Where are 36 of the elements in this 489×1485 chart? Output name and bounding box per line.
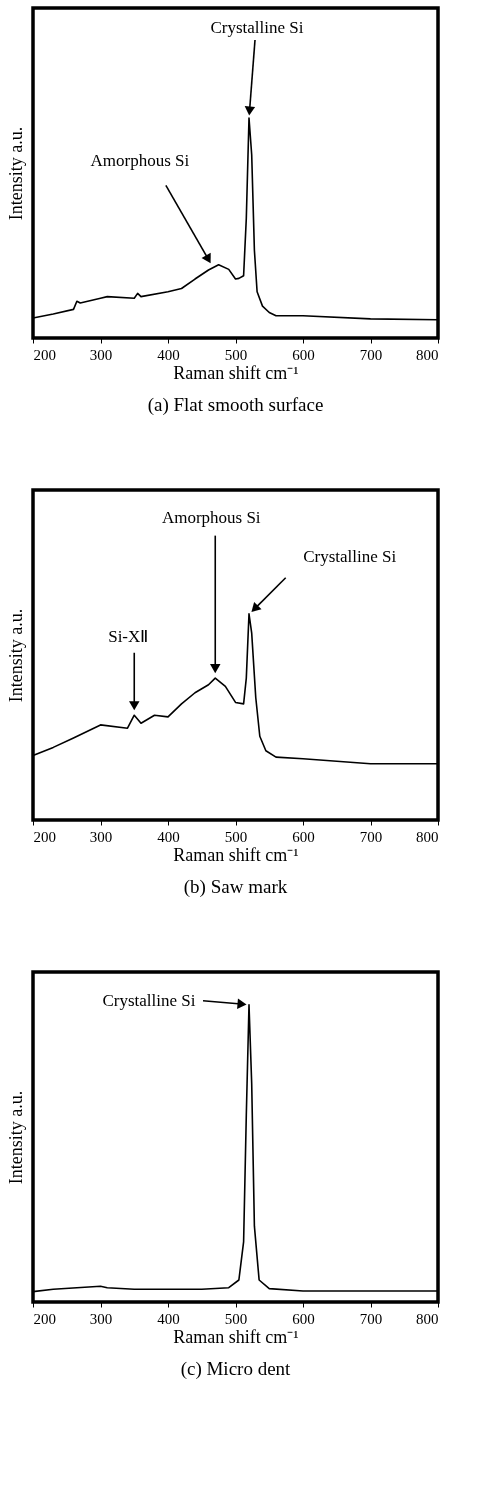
annotation: Si-XⅡ xyxy=(108,626,149,646)
x-tick-label: 500 xyxy=(224,346,248,363)
text: (a) Flat smooth surface xyxy=(147,394,324,416)
x-tick-label: 200 xyxy=(33,828,56,845)
x-tick-label: 700 xyxy=(359,346,383,363)
x-tick-label: 700 xyxy=(359,828,383,845)
x-tick-label: 500 xyxy=(224,828,248,845)
x-tick-label: 600 xyxy=(292,828,315,845)
x-tick-label: 500 xyxy=(224,1310,248,1327)
x-tick-label: 300 xyxy=(89,828,113,845)
x-tick-label: 200 xyxy=(33,346,56,363)
x-tick-label: 200 xyxy=(33,1310,56,1327)
x-tick-label: 600 xyxy=(292,346,315,363)
x-tick-label: 400 xyxy=(157,1310,180,1327)
y-axis-title: Intensity a.u. xyxy=(5,126,26,221)
x-tick-label: 800 xyxy=(416,346,439,363)
annotation: Amorphous Si xyxy=(90,151,190,171)
x-axis-title: Raman shift cm⁻¹ xyxy=(173,362,299,383)
text: (c) Micro dent xyxy=(180,1358,292,1380)
x-tick-label: 300 xyxy=(89,1310,113,1327)
x-tick-label: 400 xyxy=(157,346,180,363)
x-tick-label: 400 xyxy=(157,828,180,845)
annotation: Crystalline Si xyxy=(102,990,196,1010)
y-axis-title: Intensity a.u. xyxy=(5,608,26,703)
x-tick-label: 800 xyxy=(416,1310,439,1327)
annotation: Amorphous Si xyxy=(161,507,261,527)
y-axis-title: Intensity a.u. xyxy=(5,1090,26,1185)
x-tick-label: 600 xyxy=(292,1310,315,1327)
x-axis-title: Raman shift cm⁻¹ xyxy=(173,1326,299,1347)
x-tick-label: 700 xyxy=(359,1310,383,1327)
text: (b) Saw mark xyxy=(183,876,288,898)
x-tick-label: 300 xyxy=(89,346,113,363)
x-tick-label: 800 xyxy=(416,828,439,845)
x-axis-title: Raman shift cm⁻¹ xyxy=(173,844,299,865)
annotation: Crystalline Si xyxy=(303,546,397,566)
annotation: Crystalline Si xyxy=(210,18,304,37)
